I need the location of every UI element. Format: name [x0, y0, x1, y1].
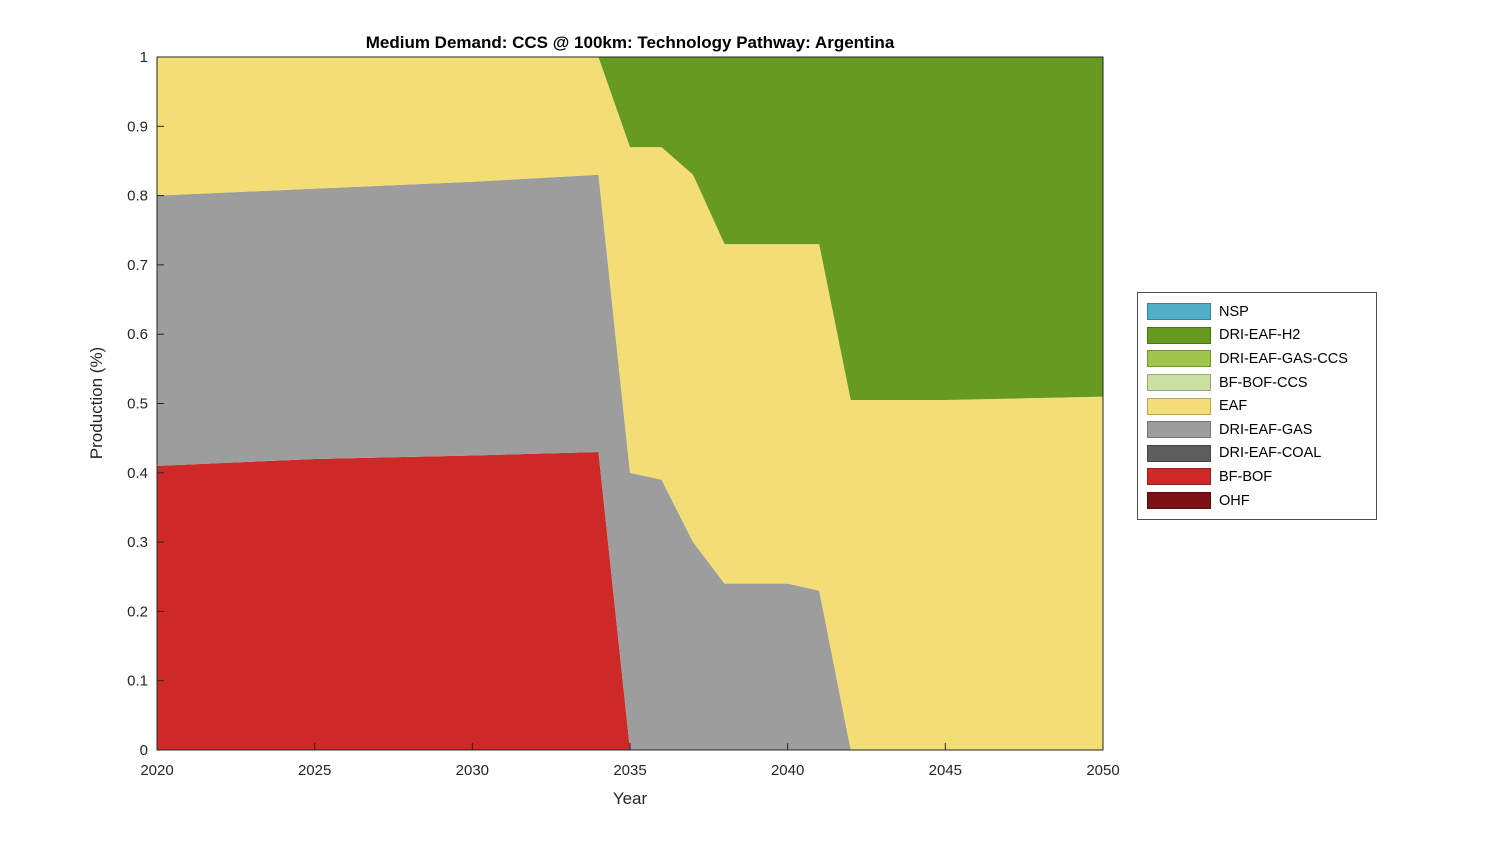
y-tick-label: 0.4 [127, 465, 148, 482]
area-BF-BOF [157, 452, 1103, 750]
legend-swatch-DRI-EAF-COAL [1147, 444, 1211, 462]
area-EAF [157, 57, 1103, 750]
legend-swatch-EAF [1147, 397, 1211, 415]
legend-item-NSP: NSP [1147, 300, 1370, 324]
y-tick-label: 0.8 [127, 188, 148, 205]
legend-label: EAF [1219, 398, 1248, 415]
y-tick-label: 1 [140, 49, 148, 66]
x-tick-label: 2045 [929, 762, 962, 779]
chart-title: Medium Demand: CCS @ 100km: Technology P… [365, 33, 895, 52]
y-tick-label: 0.9 [127, 118, 148, 135]
legend-label: DRI-EAF-COAL [1219, 445, 1322, 462]
legend-label: NSP [1219, 303, 1249, 320]
x-axis-label: Year [612, 789, 648, 808]
x-tick-label: 2040 [771, 762, 804, 779]
legend-label: BF-BOF-CCS [1219, 374, 1308, 391]
y-tick-label: 0 [140, 742, 148, 759]
legend-swatch-OHF [1147, 492, 1211, 510]
legend-swatch-DRI-EAF-GAS-CCS [1147, 350, 1211, 368]
area-DRI-EAF-GAS [157, 174, 1103, 750]
area-DRI-EAF-H2 [157, 57, 1103, 401]
legend-swatch-DRI-EAF-GAS [1147, 421, 1211, 439]
x-tick-label: 2050 [1086, 762, 1119, 779]
legend-item-DRI-EAF-H2: DRI-EAF-H2 [1147, 324, 1370, 348]
y-tick-label: 0.6 [127, 326, 148, 343]
legend-swatch-BF-BOF-CCS [1147, 374, 1211, 392]
legend-item-BF-BOF-CCS: BF-BOF-CCS [1147, 371, 1370, 395]
legend-item-BF-BOF: BF-BOF [1147, 465, 1370, 489]
legend-swatch-DRI-EAF-H2 [1147, 326, 1211, 344]
legend-label: DRI-EAF-GAS-CCS [1219, 350, 1348, 367]
legend-label: DRI-EAF-H2 [1219, 327, 1301, 344]
x-tick-label: 2030 [456, 762, 489, 779]
x-tick-label: 2035 [613, 762, 646, 779]
y-tick-label: 0.7 [127, 257, 148, 274]
y-tick-label: 0.2 [127, 603, 148, 620]
x-tick-label: 2020 [140, 762, 173, 779]
legend: NSP DRI-EAF-H2 DRI-EAF-GAS-CCS BF-BOF-CCS EA… [1137, 292, 1377, 521]
legend-item-DRI-EAF-GAS-CCS: DRI-EAF-GAS-CCS [1147, 347, 1370, 371]
y-tick-label: 0.5 [127, 396, 148, 413]
legend-item-DRI-EAF-GAS: DRI-EAF-GAS [1147, 418, 1370, 442]
legend-label: BF-BOF [1219, 468, 1273, 485]
y-axis-label: Production (%) [87, 346, 106, 460]
legend-item-EAF: EAF [1147, 394, 1370, 418]
legend-item-OHF: OHF [1147, 489, 1370, 513]
legend-item-DRI-EAF-COAL: DRI-EAF-COAL [1147, 442, 1370, 466]
legend-label: DRI-EAF-GAS [1219, 421, 1313, 438]
y-tick-label: 0.3 [127, 534, 148, 551]
legend-label: OHF [1219, 492, 1250, 509]
legend-swatch-NSP [1147, 303, 1211, 321]
x-tick-label: 2025 [298, 762, 331, 779]
y-tick-label: 0.1 [127, 673, 148, 690]
legend-swatch-BF-BOF [1147, 468, 1211, 486]
